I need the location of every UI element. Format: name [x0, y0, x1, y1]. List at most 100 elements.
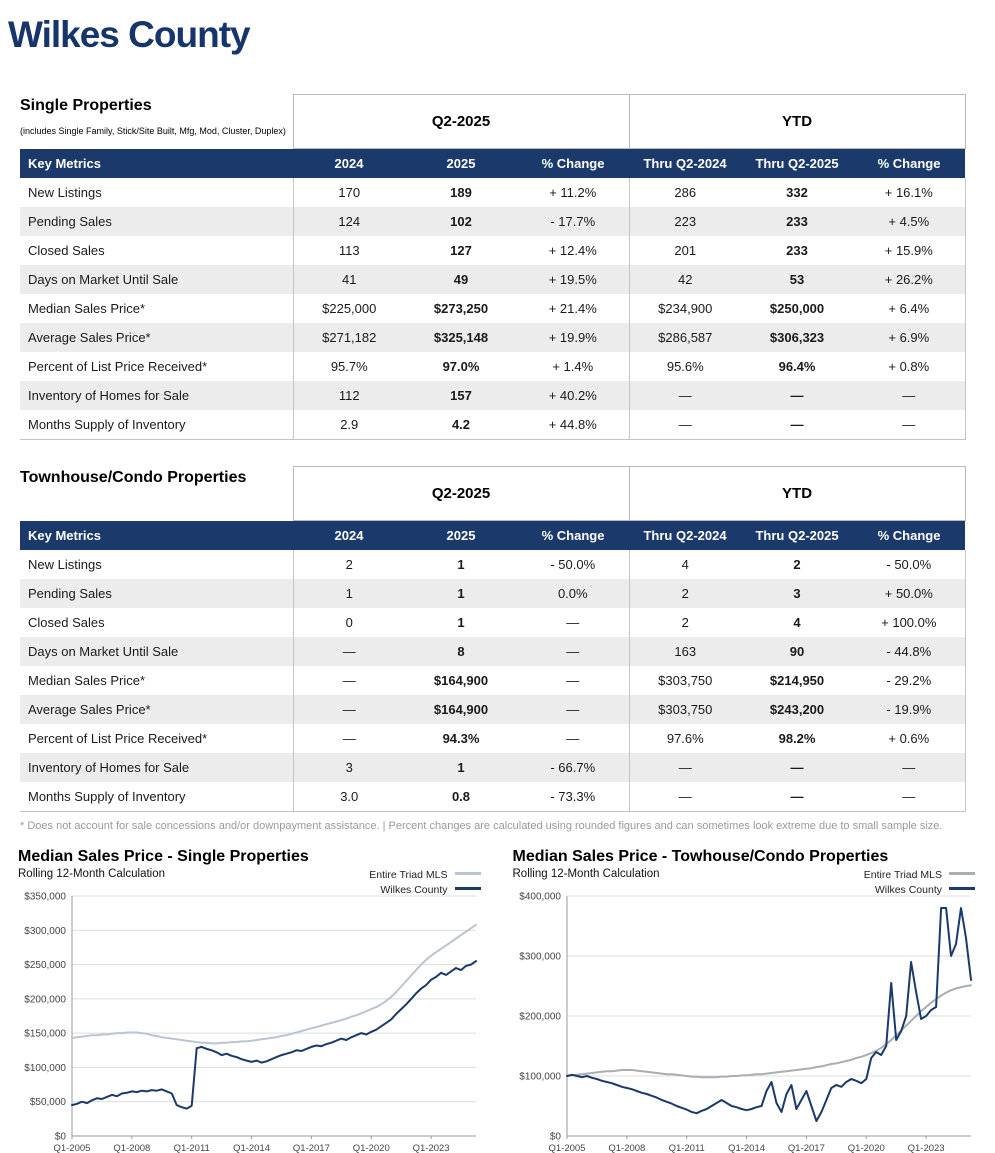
- metric-label: Percent of List Price Received*: [20, 352, 293, 381]
- table-row: Average Sales Price* — $164,900— $303,750 $2…: [20, 695, 966, 724]
- metric-label: Pending Sales: [20, 579, 293, 608]
- legend-item: Entire Triad MLS: [369, 868, 481, 883]
- cell-value: + 26.2%: [853, 265, 966, 294]
- metric-label: Closed Sales: [20, 236, 293, 265]
- chart-legend: Entire Triad MLS Wilkes County: [369, 868, 481, 898]
- col-header-thru-q2-2024: Thru Q2-2024: [629, 148, 742, 178]
- cell-value: 189: [405, 178, 517, 207]
- legend-item: Entire Triad MLS: [864, 868, 975, 883]
- townhouse-condo-table: Townhouse/Condo Properties Q2-2025 YTD K…: [20, 466, 966, 812]
- cell-value: $250,000: [741, 294, 854, 323]
- svg-text:$150,000: $150,000: [24, 1029, 66, 1040]
- cell-value: + 6.9%: [853, 323, 966, 352]
- cell-value: 0.8: [405, 782, 517, 812]
- svg-text:$200,000: $200,000: [519, 1012, 561, 1023]
- svg-text:$350,000: $350,000: [24, 892, 66, 903]
- cell-value: 1: [405, 608, 517, 637]
- cell-value: + 0.6%: [853, 724, 966, 753]
- svg-text:Q1-2011: Q1-2011: [174, 1143, 210, 1153]
- cell-value: 124: [292, 207, 405, 236]
- legend-line-swatch: [454, 887, 481, 890]
- col-header-key-metrics: Key Metrics: [20, 148, 293, 178]
- cell-value: —: [853, 782, 966, 812]
- chart-title: Median Sales Price - Single Properties: [18, 848, 309, 865]
- cell-value: 0.0%: [517, 579, 630, 608]
- metric-label: Median Sales Price*: [20, 294, 293, 323]
- cell-value: —: [517, 666, 630, 695]
- cell-value: —: [628, 753, 742, 782]
- svg-text:$400,000: $400,000: [519, 892, 561, 903]
- cell-value: 42: [628, 265, 742, 294]
- cell-value: + 11.2%: [517, 178, 630, 207]
- cell-value: $325,148: [405, 323, 517, 352]
- cell-value: —: [517, 608, 630, 637]
- cell-value: —: [628, 381, 742, 410]
- line-chart: $0 $100,000 $200,000 $300,000 $400,000 Q1-200…: [519, 892, 972, 1153]
- metric-label: Days on Market Until Sale: [20, 637, 293, 666]
- cell-value: —: [517, 724, 630, 753]
- cell-value: 3: [292, 753, 405, 782]
- svg-text:Q1-2017: Q1-2017: [787, 1143, 824, 1153]
- cell-value: —: [292, 724, 405, 753]
- chart-single-properties: Median Sales Price - Single Properties R…: [14, 848, 491, 1153]
- cell-value: + 6.4%: [853, 294, 966, 323]
- cell-value: —: [853, 410, 966, 440]
- metric-label: New Listings: [20, 178, 293, 207]
- table-row: Months Supply of Inventory 2.9 4.2 + 44.8% —…: [20, 410, 966, 440]
- cell-value: 41: [292, 265, 405, 294]
- charts-section: Median Sales Price - Single Properties R…: [14, 848, 985, 1153]
- cell-value: + 44.8%: [517, 410, 630, 440]
- cell-value: —: [628, 410, 742, 440]
- cell-value: 98.2%: [741, 724, 854, 753]
- metrics-table: Townhouse/Condo Properties Q2-2025 YTD K…: [20, 466, 966, 812]
- cell-value: 49: [405, 265, 517, 294]
- cell-value: - 19.9%: [853, 695, 966, 724]
- col-header-pct-change-ytd: % Change: [853, 520, 966, 550]
- cell-value: $286,587: [628, 323, 742, 352]
- cell-value: 112: [292, 381, 405, 410]
- chart-legend: Entire Triad MLS Wilkes County: [864, 868, 975, 898]
- svg-text:$100,000: $100,000: [24, 1063, 66, 1074]
- table-row: Percent of List Price Received* 95.7% 97.0…: [20, 352, 966, 381]
- cell-value: —: [292, 637, 405, 666]
- cell-value: 3: [741, 579, 854, 608]
- cell-value: $234,900: [628, 294, 742, 323]
- cell-value: 8: [405, 637, 517, 666]
- svg-text:Q1-2023: Q1-2023: [413, 1143, 450, 1153]
- svg-text:$250,000: $250,000: [24, 960, 66, 971]
- cell-value: - 44.8%: [853, 637, 966, 666]
- chart-townhouse-condo: Median Sales Price - Towhouse/Condo Prop…: [509, 848, 986, 1153]
- cell-value: 1: [405, 550, 517, 579]
- cell-value: 53: [741, 265, 854, 294]
- cell-value: + 40.2%: [517, 381, 630, 410]
- metrics-table: Single Properties (includes Single Famil…: [20, 94, 966, 440]
- svg-text:Q1-2017: Q1-2017: [293, 1143, 330, 1153]
- table-row: New Listings 170 189 + 11.2% 286 332 + 16.1%: [20, 178, 966, 207]
- cell-value: + 100.0%: [853, 608, 966, 637]
- cell-value: $243,200: [741, 695, 854, 724]
- col-header-2025: 2025: [405, 148, 517, 178]
- cell-value: 1: [292, 579, 405, 608]
- cell-value: —: [292, 695, 405, 724]
- svg-text:Q1-2005: Q1-2005: [54, 1143, 91, 1153]
- table-title: Single Properties: [20, 96, 152, 114]
- table-row: Pending Sales 124 102- 17.7% 223 233 + 4.5%: [20, 207, 966, 236]
- col-header-pct-change: % Change: [517, 520, 630, 550]
- cell-value: + 4.5%: [853, 207, 966, 236]
- footnote: * Does not account for sale concessions …: [20, 820, 943, 832]
- table-title: Townhouse/Condo Properties: [20, 468, 247, 486]
- cell-value: $273,250: [405, 294, 517, 323]
- col-header-2024: 2024: [293, 520, 405, 550]
- cell-value: $306,323: [741, 323, 854, 352]
- cell-value: 113: [292, 236, 405, 265]
- chart-subtitle: Rolling 12-Month Calculation: [512, 868, 660, 880]
- line-chart: $0 $50,000 $100,000 $150,000 $200,000 $250,00…: [24, 892, 477, 1153]
- cell-value: 0: [292, 608, 405, 637]
- group-header-ytd: YTD: [628, 466, 966, 521]
- cell-value: 233: [741, 207, 854, 236]
- col-header-thru-q2-2024: Thru Q2-2024: [629, 520, 742, 550]
- metric-label: Average Sales Price*: [20, 323, 293, 352]
- cell-value: —: [517, 695, 630, 724]
- table-row: Inventory of Homes for Sale 112 157 + 40.2%…: [20, 381, 966, 410]
